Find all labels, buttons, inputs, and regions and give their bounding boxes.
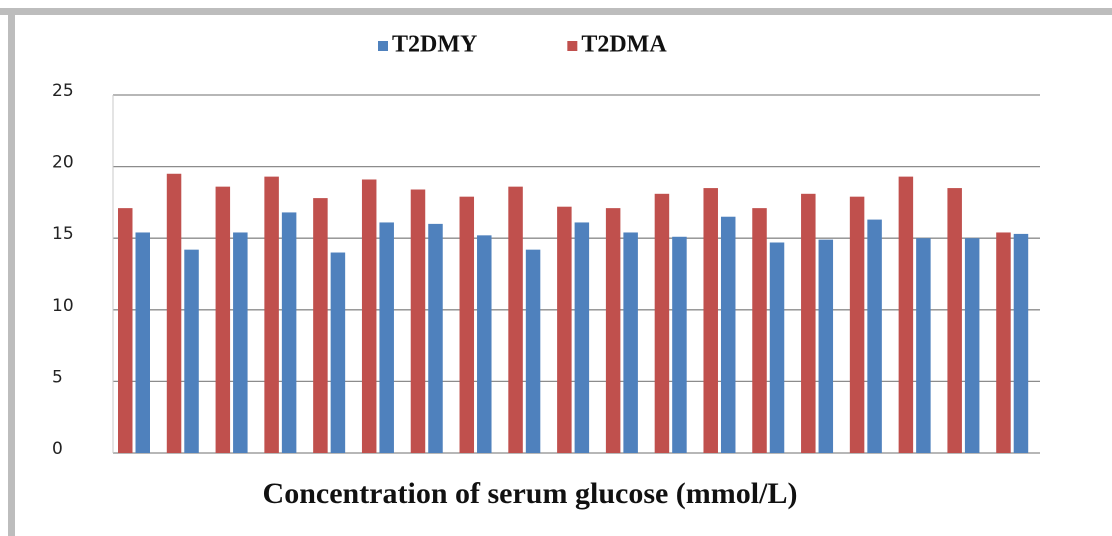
x-axis-label: Concentration of serum glucose (mmol/L) xyxy=(263,477,798,510)
bar xyxy=(281,212,297,453)
frame-top xyxy=(0,8,1112,15)
bar xyxy=(233,232,248,453)
bar xyxy=(867,219,882,453)
y-tick-label: 20 xyxy=(52,153,74,173)
bar xyxy=(623,232,638,453)
bar xyxy=(818,239,834,453)
bar xyxy=(720,216,736,453)
bar xyxy=(996,232,1011,453)
bar xyxy=(166,173,182,453)
bar xyxy=(379,222,394,453)
y-tick-label: 15 xyxy=(52,224,74,244)
bar xyxy=(410,189,426,453)
bar xyxy=(428,223,443,453)
bar xyxy=(916,238,931,453)
frame-left xyxy=(8,8,15,536)
bar xyxy=(215,186,231,453)
bar xyxy=(898,176,914,453)
bar xyxy=(459,196,475,453)
y-tick-label: 10 xyxy=(52,296,74,316)
bar xyxy=(769,242,785,453)
bar xyxy=(752,208,767,453)
bar xyxy=(330,252,346,453)
bar xyxy=(557,206,572,453)
bar xyxy=(361,179,377,453)
bar xyxy=(849,196,865,453)
bar xyxy=(947,188,962,453)
bar xyxy=(477,235,492,453)
legend-label: T2DMA xyxy=(581,32,667,58)
legend-swatch xyxy=(378,41,388,51)
bar xyxy=(525,249,541,453)
bar xyxy=(605,208,621,453)
bar xyxy=(672,236,687,453)
bar xyxy=(801,193,816,454)
bar xyxy=(508,186,523,453)
bar xyxy=(313,198,328,453)
y-tick-label: 5 xyxy=(52,367,63,387)
y-tick-label: 25 xyxy=(52,81,74,101)
bar xyxy=(574,222,590,453)
bar xyxy=(184,249,199,453)
bar xyxy=(703,188,718,453)
bar xyxy=(1013,233,1029,453)
y-tick-label: 0 xyxy=(52,439,63,459)
legend-label: T2DMY xyxy=(392,32,477,58)
bar xyxy=(118,208,133,453)
bar xyxy=(135,232,150,453)
legend-swatch xyxy=(567,41,578,51)
bar xyxy=(264,176,279,453)
bar xyxy=(964,238,980,453)
bar xyxy=(654,193,670,454)
